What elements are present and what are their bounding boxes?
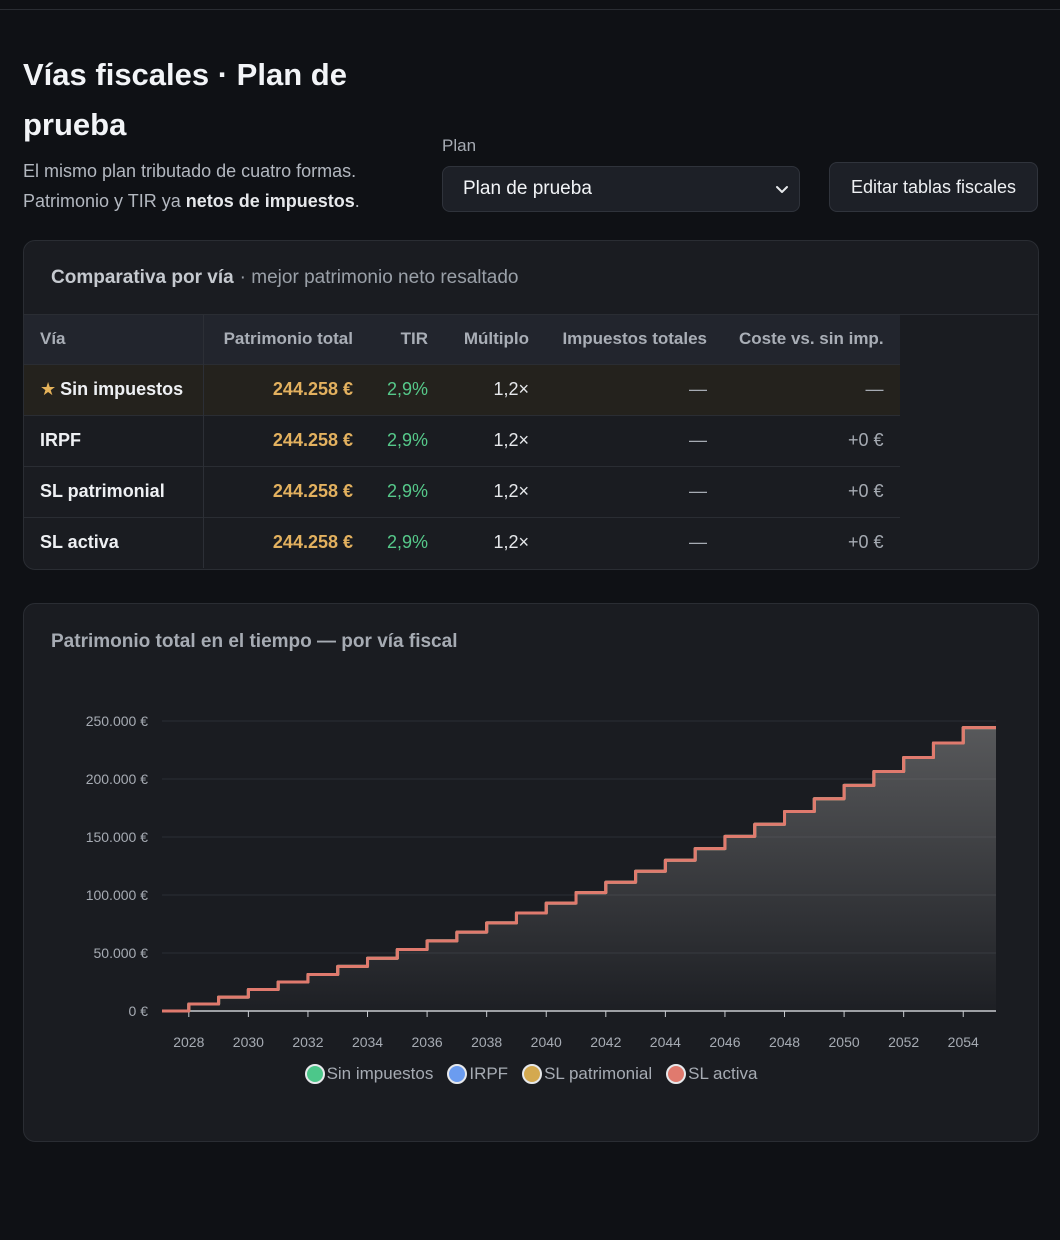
legend-item[interactable]: IRPF xyxy=(447,1064,508,1084)
x-tick-label: 2028 xyxy=(173,1034,204,1050)
legend-swatch xyxy=(304,1064,325,1084)
row-patrimonio: 244.258 € xyxy=(203,414,369,466)
x-tick-label: 2046 xyxy=(709,1034,740,1050)
row-patrimonio: 244.258 € xyxy=(203,516,369,568)
page-subtitle: El mismo plan tributado de cuatro formas… xyxy=(23,156,423,216)
y-tick-label: 100.000 € xyxy=(86,887,148,903)
x-tick-label: 2034 xyxy=(352,1034,383,1050)
row-tir: 2,9% xyxy=(369,465,444,517)
legend-item[interactable]: SL activa xyxy=(666,1064,757,1084)
y-tick-label: 250.000 € xyxy=(86,713,148,729)
legend-item[interactable]: Sin impuestos xyxy=(304,1064,434,1084)
table-row[interactable]: SL activa 244.258 € 2,9% 1,2× — +0 € xyxy=(24,516,900,568)
legend-label: SL activa xyxy=(688,1064,758,1083)
wealth-chart: 0 € 50.000 € 100.000 € 150.000 € 200.000 € 25… xyxy=(86,713,996,1050)
table-header-row: Vía Patrimonio total TIR Múltiplo Impues… xyxy=(24,315,900,364)
comparison-header: Comparativa por vía · mejor patrimonio n… xyxy=(24,241,1038,315)
col-multiplo[interactable]: Múltiplo xyxy=(444,315,545,364)
page-title: Vías fiscales · Plan de prueba xyxy=(23,57,347,142)
y-tick-label: 150.000 € xyxy=(86,829,148,845)
subtitle-emphasis: netos de impuestos xyxy=(185,191,355,211)
row-multiplo: 1,2× xyxy=(444,363,545,415)
row-impuestos: — xyxy=(545,516,723,568)
table-row[interactable]: IRPF 244.258 € 2,9% 1,2× — +0 € xyxy=(24,414,900,466)
row-via: IRPF xyxy=(24,414,204,466)
plan-select-value: Plan de prueba xyxy=(463,178,592,199)
legend-swatch xyxy=(522,1064,543,1084)
row-multiplo: 1,2× xyxy=(444,516,545,568)
col-coste[interactable]: Coste vs. sin imp. xyxy=(723,315,900,364)
subtitle-end: . xyxy=(354,191,360,211)
subtitle-text: El mismo plan tributado de cuatro formas… xyxy=(23,161,357,211)
legend-swatch xyxy=(447,1064,468,1084)
col-via[interactable]: Vía xyxy=(24,315,204,364)
legend-label: SL patrimonial xyxy=(544,1064,653,1083)
x-tick-label: 2040 xyxy=(531,1034,562,1050)
row-coste: +0 € xyxy=(723,516,900,568)
plan-label: Plan xyxy=(442,136,477,155)
row-tir: 2,9% xyxy=(369,414,444,466)
y-tick-label: 0 € xyxy=(129,1003,149,1019)
x-tick-label: 2050 xyxy=(829,1034,860,1050)
row-coste: +0 € xyxy=(723,465,900,517)
col-patrimonio[interactable]: Patrimonio total xyxy=(203,315,369,364)
chevron-down-icon xyxy=(776,186,788,193)
x-tick-label: 2030 xyxy=(233,1034,264,1050)
x-tick-label: 2042 xyxy=(590,1034,621,1050)
row-via: ★ Sin impuestos xyxy=(24,363,204,415)
row-impuestos: — xyxy=(545,465,723,517)
comparison-card: Comparativa por vía · mejor patrimonio n… xyxy=(23,240,1039,570)
row-via-label: Sin impuestos xyxy=(60,379,184,399)
chart-card: Patrimonio total en el tiempo — por vía … xyxy=(23,603,1039,1142)
table-row[interactable]: SL patrimonial 244.258 € 2,9% 1,2× — +0 … xyxy=(24,465,900,517)
row-tir: 2,9% xyxy=(369,516,444,568)
row-impuestos: — xyxy=(545,414,723,466)
col-tir[interactable]: TIR xyxy=(369,315,444,364)
row-multiplo: 1,2× xyxy=(444,465,545,517)
row-patrimonio: 244.258 € xyxy=(203,363,369,415)
comparison-subtitle: · mejor patrimonio neto resaltado xyxy=(239,266,519,288)
row-coste: +0 € xyxy=(723,414,900,466)
y-tick-label: 200.000 € xyxy=(86,771,148,787)
legend-item[interactable]: SL patrimonial xyxy=(522,1064,652,1084)
x-tick-label: 2054 xyxy=(948,1034,979,1050)
row-tir: 2,9% xyxy=(369,363,444,415)
chart-title: Patrimonio total en el tiempo — por vía … xyxy=(51,631,458,652)
series-line xyxy=(162,726,996,1013)
chart-legend: Sin impuestos IRPF SL patrimonial SL activa xyxy=(24,1064,1038,1084)
y-tick-label: 50.000 € xyxy=(94,945,149,961)
plan-select[interactable]: Plan de prueba xyxy=(442,166,800,212)
legend-label: Sin impuestos xyxy=(326,1064,434,1083)
col-impuestos[interactable]: Impuestos totales xyxy=(545,315,723,364)
x-tick-label: 2048 xyxy=(769,1034,800,1050)
row-multiplo: 1,2× xyxy=(444,414,545,466)
x-tick-label: 2038 xyxy=(471,1034,502,1050)
row-patrimonio: 244.258 € xyxy=(203,465,369,517)
x-tick-label: 2052 xyxy=(888,1034,919,1050)
series-area xyxy=(162,727,996,1011)
star-icon: ★ xyxy=(40,379,57,399)
legend-swatch xyxy=(666,1064,687,1084)
table-row[interactable]: ★ Sin impuestos 244.258 € 2,9% 1,2× — — xyxy=(24,363,900,415)
edit-tax-tables-button[interactable]: Editar tablas fiscales xyxy=(829,162,1038,212)
row-via: SL patrimonial xyxy=(24,465,204,517)
x-tick-label: 2032 xyxy=(292,1034,323,1050)
row-impuestos: — xyxy=(545,363,723,415)
legend-label: IRPF xyxy=(469,1064,509,1083)
top-divider xyxy=(0,9,1060,10)
row-via: SL activa xyxy=(24,516,204,568)
comparison-table: Vía Patrimonio total TIR Múltiplo Impues… xyxy=(24,315,900,568)
row-coste: — xyxy=(723,363,900,415)
x-tick-label: 2044 xyxy=(650,1034,681,1050)
x-tick-label: 2036 xyxy=(412,1034,443,1050)
comparison-title: Comparativa por vía xyxy=(51,266,234,288)
